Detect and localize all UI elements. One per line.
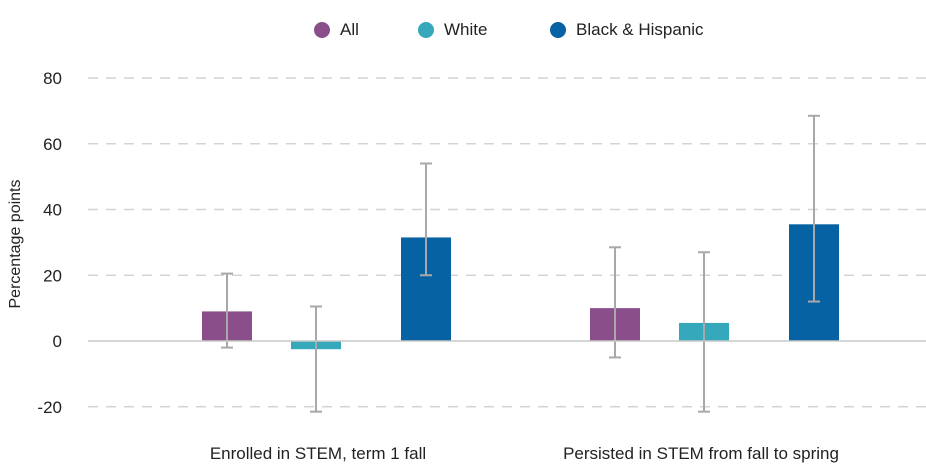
x-category-label: Persisted in STEM from fall to spring [563,444,839,463]
legend-dot-all [314,22,330,38]
y-tick-label: 20 [43,266,62,285]
y-tick-label: 60 [43,135,62,154]
legend-label-black-hispanic: Black & Hispanic [576,20,704,39]
legend-label-all: All [340,20,359,39]
legend-item-all: All [314,18,359,42]
legend-dot-white [418,22,434,38]
legend-dot-black-hispanic [550,22,566,38]
legend-label-white: White [444,20,488,39]
y-tick-label: 80 [43,69,62,88]
y-axis-label: Percentage points [7,180,24,309]
legend: All White Black & Hispanic [0,18,926,42]
legend-item-white: White [418,18,487,42]
y-tick-label: 0 [53,332,62,351]
x-category-label: Enrolled in STEM, term 1 fall [210,444,426,463]
legend-item-black-hispanic: Black & Hispanic [550,18,704,42]
y-tick-label: 40 [43,201,62,220]
y-tick-label: -20 [37,398,62,417]
